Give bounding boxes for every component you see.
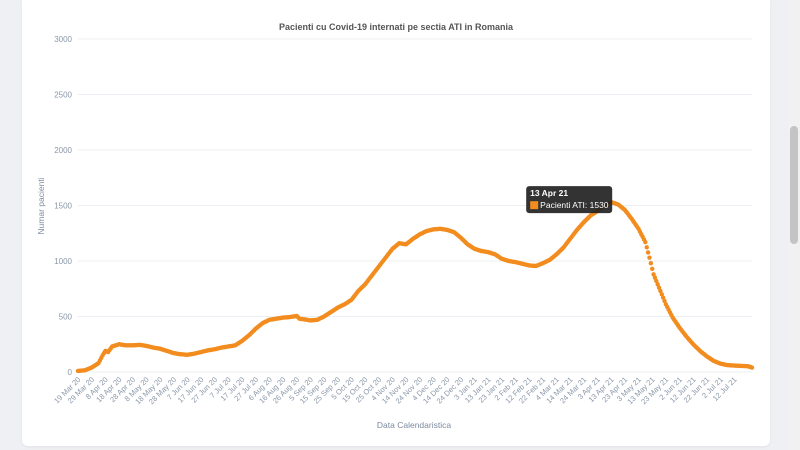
y-tick-label: 2500 <box>54 91 72 100</box>
tooltip: 13 Apr 21 Pacienti ATI: 1530 <box>526 186 613 214</box>
y-tick-label: 1500 <box>54 202 72 211</box>
data-point[interactable] <box>658 288 663 294</box>
y-tick-label: 1000 <box>54 257 72 266</box>
tooltip-date: 13 Apr 21 <box>530 188 568 198</box>
data-point[interactable] <box>649 266 655 271</box>
data-point[interactable] <box>645 250 651 255</box>
scrollbar-thumb[interactable] <box>790 126 798 244</box>
data-point[interactable] <box>654 278 659 284</box>
data-point[interactable] <box>659 292 664 297</box>
data-point[interactable] <box>656 285 662 290</box>
data-point[interactable] <box>647 255 652 260</box>
tooltip-box <box>526 186 613 214</box>
data-point[interactable] <box>660 295 666 300</box>
data-point[interactable] <box>648 261 654 266</box>
data-point[interactable] <box>643 239 648 245</box>
data-point[interactable] <box>644 245 649 250</box>
y-tick-label: 3000 <box>54 35 72 44</box>
tooltip-label: Pacienti ATI: 1530 <box>540 200 609 210</box>
data-point[interactable] <box>652 275 658 280</box>
y-axis-label: Numar pacienti <box>36 177 46 234</box>
data-point[interactable] <box>655 282 660 287</box>
data-point[interactable] <box>651 272 656 277</box>
y-tick-label: 500 <box>59 313 73 322</box>
chart-title: Pacienti cu Covid-19 internati pe sectia… <box>279 22 514 32</box>
y-tick-label: 2000 <box>54 146 72 155</box>
data-point[interactable] <box>662 298 667 304</box>
x-axis-label: Data Calendaristica <box>377 420 451 430</box>
y-axis-ticks: 0 500 1000 1500 2000 2500 3000 <box>54 35 72 377</box>
data-points[interactable] <box>75 199 755 374</box>
data-point[interactable] <box>749 365 755 370</box>
y-tick-label: 0 <box>68 368 73 377</box>
tooltip-swatch <box>530 201 539 210</box>
grid-lines <box>78 38 752 373</box>
